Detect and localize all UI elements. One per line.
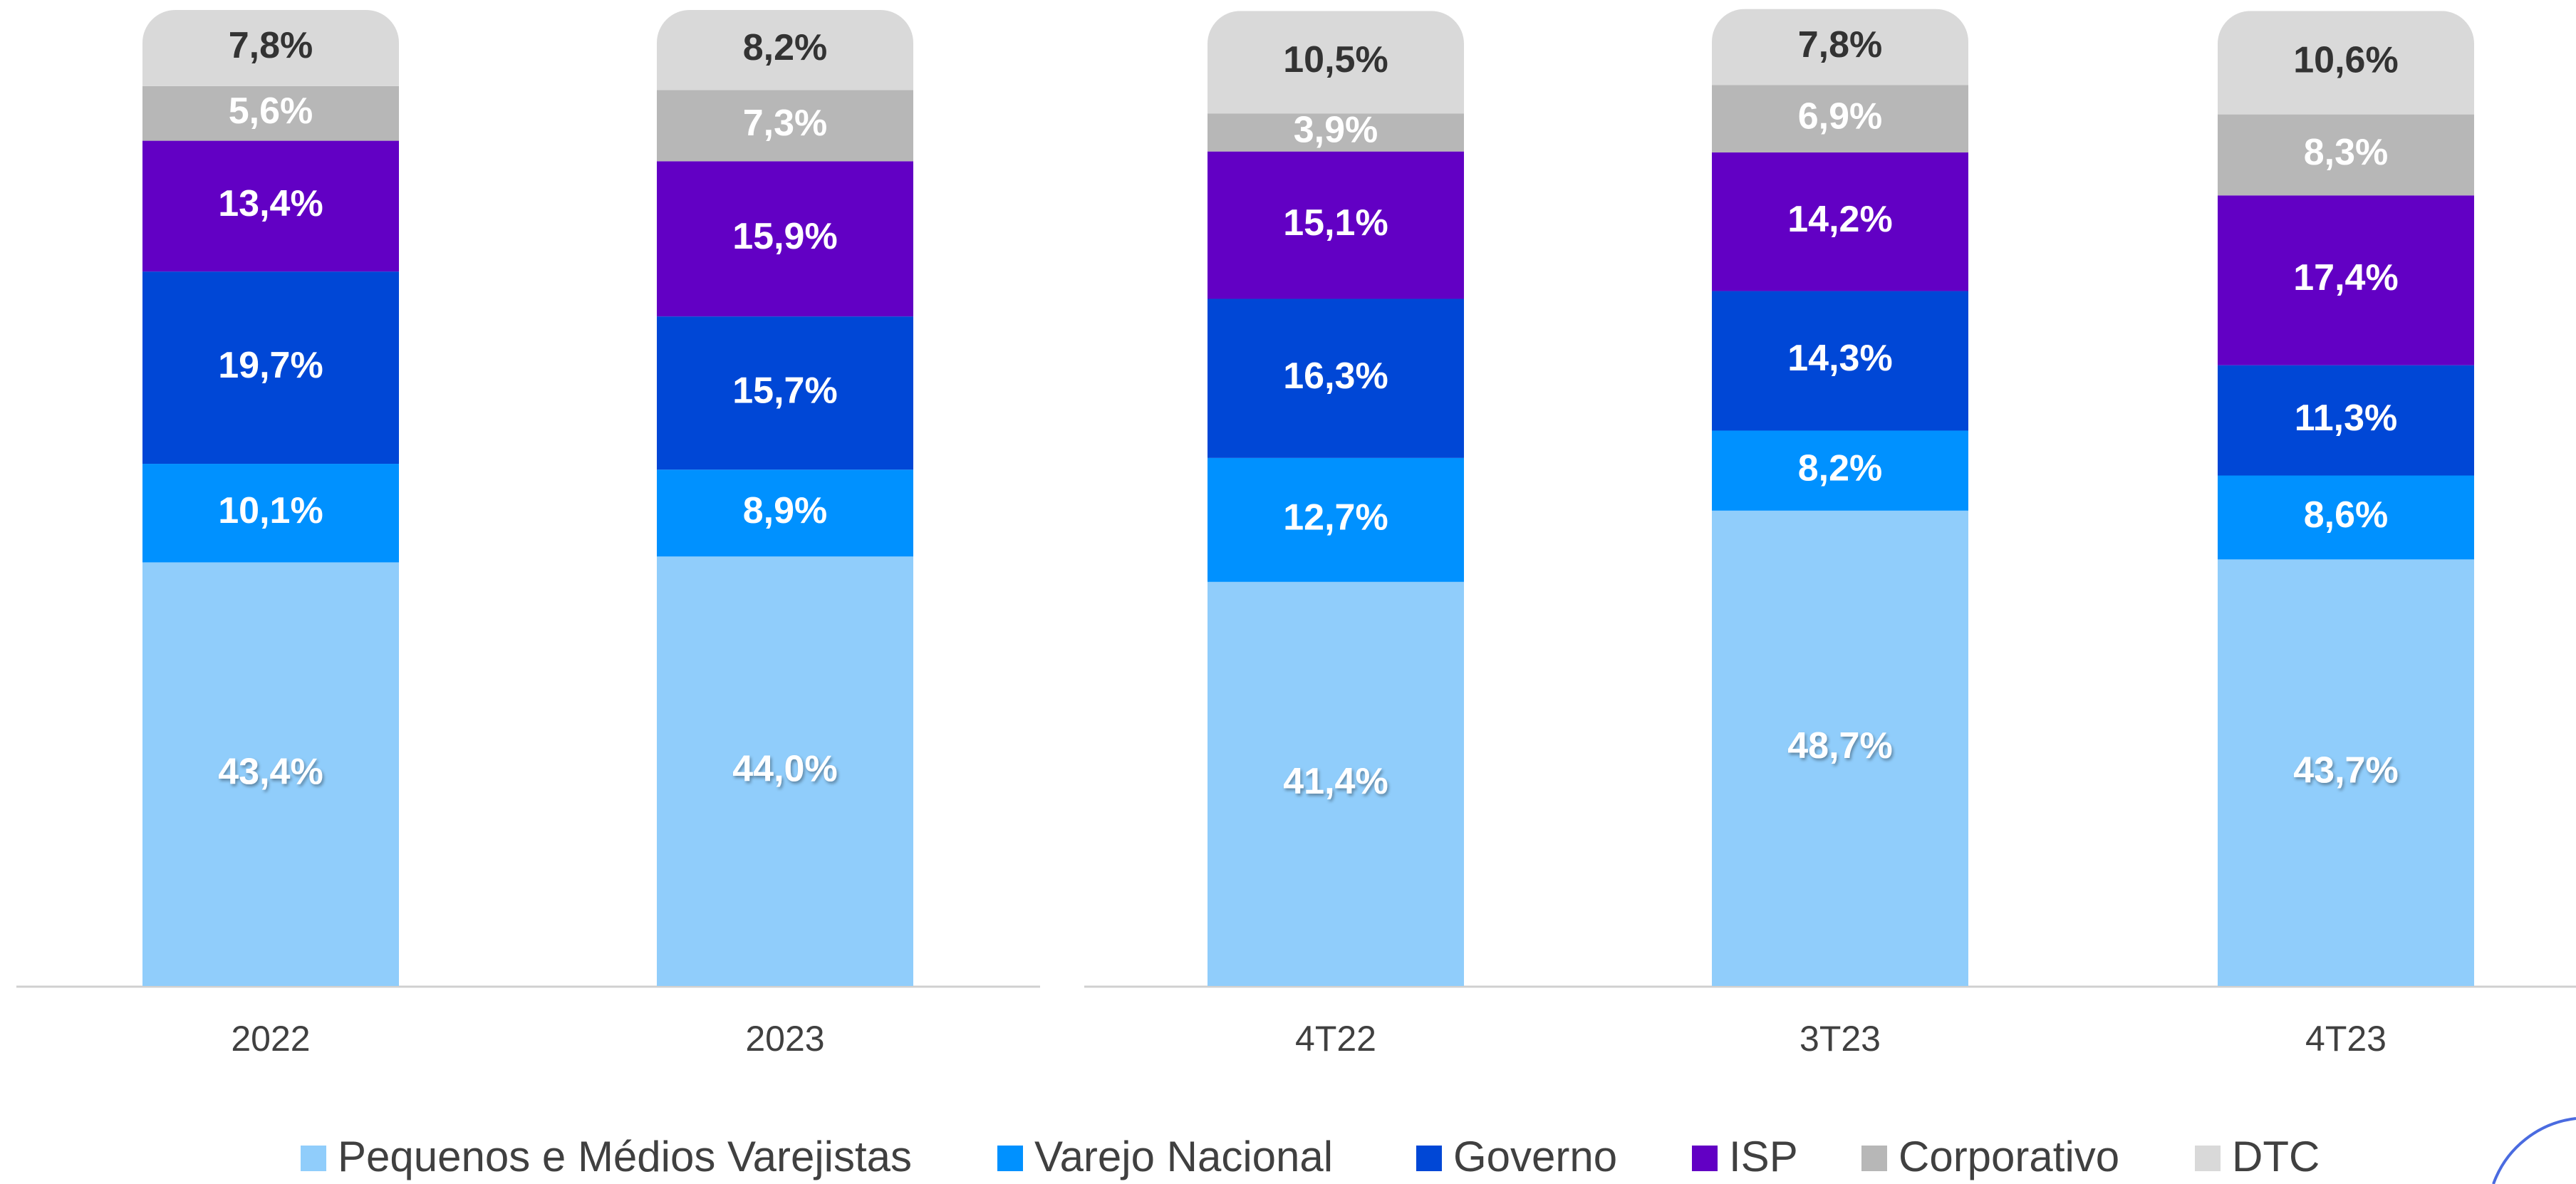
- legend-swatch: [2195, 1146, 2221, 1171]
- value-label: 10,1%: [218, 490, 323, 531]
- bar-segment: [142, 140, 399, 272]
- x-tick-label: 4T22: [1295, 1019, 1376, 1059]
- bar-segment: [1712, 85, 1968, 153]
- bar-stack: [142, 10, 399, 986]
- value-label: 8,9%: [743, 490, 828, 531]
- bar-stack: [2218, 11, 2474, 986]
- legend-label: Governo: [1453, 1133, 1617, 1180]
- bar-segment: [2218, 11, 2474, 115]
- value-label: 8,6%: [2304, 494, 2389, 536]
- bar-segment: [2218, 114, 2474, 196]
- legend-label: Varejo Nacional: [1034, 1133, 1333, 1180]
- legend-swatch: [1861, 1146, 1887, 1171]
- value-label: 15,1%: [1283, 202, 1388, 244]
- legend-swatch: [1416, 1146, 1442, 1171]
- value-label: 8,2%: [743, 27, 828, 68]
- value-label: 13,4%: [218, 183, 323, 224]
- value-label: 8,3%: [2304, 132, 2389, 173]
- value-label: 43,7%: [2293, 749, 2398, 791]
- value-label: 5,6%: [229, 90, 313, 132]
- value-label: 43,4%: [218, 751, 323, 792]
- bar-segment: [1208, 11, 1464, 114]
- legend-label: ISP: [1729, 1133, 1798, 1180]
- bar-segment: [142, 271, 399, 464]
- bar-segment: [2218, 365, 2474, 476]
- value-label: 19,7%: [218, 345, 323, 386]
- value-label: 8,2%: [1798, 447, 1883, 489]
- x-tick-label: 2022: [231, 1019, 310, 1059]
- bar-segment: [2218, 559, 2474, 986]
- value-label: 15,9%: [732, 216, 837, 257]
- bar-segment: [142, 10, 399, 86]
- bar-segment: [1208, 581, 1464, 986]
- bar-segment: [1208, 113, 1464, 152]
- value-label: 7,8%: [1798, 24, 1883, 66]
- bar-segment: [1712, 291, 1968, 431]
- value-label: 10,5%: [1283, 39, 1388, 81]
- x-tick-label: 4T23: [2305, 1019, 2387, 1059]
- bar-stack: [1208, 11, 1464, 986]
- bar-segment: [1712, 9, 1968, 85]
- value-label: 48,7%: [1787, 725, 1892, 767]
- bar-segment: [657, 161, 913, 317]
- bar-segment: [1712, 430, 1968, 511]
- legend-swatch: [301, 1146, 326, 1171]
- bar-segment: [2218, 475, 2474, 560]
- bar-stack: [657, 10, 913, 986]
- value-label: 14,2%: [1787, 199, 1892, 240]
- bar-segment: [657, 10, 913, 90]
- value-label: 14,3%: [1787, 338, 1892, 379]
- bar-segment: [1208, 457, 1464, 582]
- bar-segment: [142, 85, 399, 141]
- value-label: 7,8%: [229, 25, 313, 66]
- value-label: 10,6%: [2293, 40, 2398, 81]
- bar-stack: [1712, 9, 1968, 986]
- legend-swatch: [1692, 1146, 1718, 1171]
- bar-segment: [142, 464, 399, 563]
- bar-segment: [1208, 298, 1464, 458]
- bar-segment: [2218, 195, 2474, 365]
- value-label: 6,9%: [1798, 95, 1883, 137]
- bar-segment: [657, 556, 913, 986]
- value-label: 16,3%: [1283, 355, 1388, 397]
- decoration: [2492, 1117, 2576, 1184]
- bar-segment: [1208, 151, 1464, 299]
- value-label: 12,7%: [1283, 497, 1388, 539]
- value-label: 44,0%: [732, 748, 837, 789]
- value-label: 11,3%: [2295, 398, 2398, 439]
- value-label: 7,3%: [743, 103, 828, 144]
- x-tick-label: 3T23: [1799, 1019, 1881, 1059]
- value-label: 17,4%: [2293, 257, 2398, 298]
- legend-swatch: [997, 1146, 1023, 1171]
- bar-segment: [657, 316, 913, 470]
- value-label: 3,9%: [1294, 110, 1378, 151]
- bar-segment: [657, 469, 913, 557]
- legend-label: DTC: [2232, 1133, 2320, 1180]
- x-tick-label: 2023: [745, 1019, 824, 1059]
- value-label: 15,7%: [732, 370, 837, 411]
- bar-segment: [657, 90, 913, 162]
- legend-label: Pequenos e Médios Varejistas: [338, 1133, 912, 1180]
- bar-segment: [142, 562, 399, 986]
- bar-segment: [1712, 152, 1968, 291]
- legend-label: Corporativo: [1899, 1133, 2119, 1180]
- bar-segment: [1712, 510, 1968, 986]
- value-label: 41,4%: [1283, 761, 1388, 802]
